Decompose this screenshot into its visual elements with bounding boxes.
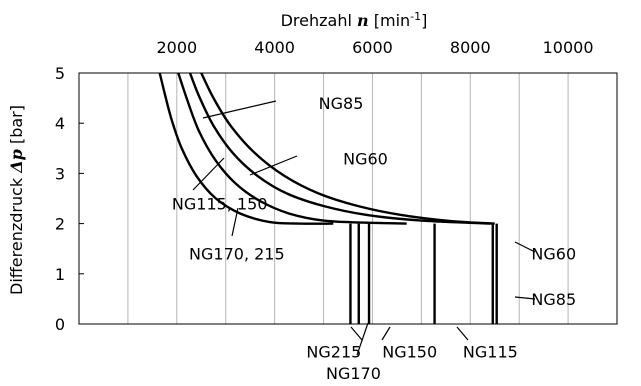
y-tick-label: 3 <box>55 164 65 183</box>
curve-4 <box>200 72 495 225</box>
leader-line <box>249 155 298 176</box>
annotation-label: NG215 <box>306 343 361 362</box>
x-tick-label: 4000 <box>254 38 295 57</box>
y-tick-label: 1 <box>55 265 65 284</box>
x-tick-label: 8000 <box>450 38 491 57</box>
annotation-label: NG170, 215 <box>189 245 285 264</box>
y-tick-label: 2 <box>55 215 65 234</box>
x-axis-title: Drehzahl n [min-1] <box>281 10 428 31</box>
y-tick-label: 4 <box>55 114 65 133</box>
x-tick-label: 10000 <box>543 38 594 57</box>
annotation-label: NG85 <box>531 290 576 309</box>
leader-line <box>514 241 536 253</box>
y-axis-title: Differenzdruck Δp [bar] <box>7 105 26 295</box>
grid <box>127 73 569 324</box>
annotation-label: NG150 <box>382 343 437 362</box>
cutoff-lines <box>349 223 498 324</box>
curve-1 <box>158 72 334 225</box>
leader-line <box>456 326 469 341</box>
annotation-label: NG115 <box>463 343 518 362</box>
annotation-label: NG60 <box>531 245 576 264</box>
annotations: NG85 NG60 NG115, 150 NG170, 215 NG60 NG85 NG21… <box>172 94 576 383</box>
leader-line <box>350 326 363 341</box>
y-tick-label: 0 <box>55 315 65 334</box>
leader-line <box>356 322 369 356</box>
annotation-label: NG85 <box>319 94 364 113</box>
leader-line <box>231 207 239 237</box>
leader-line <box>192 157 225 191</box>
curves <box>158 72 495 225</box>
x-tick-label: 6000 <box>352 38 393 57</box>
leader-line <box>514 296 536 300</box>
plot-frame <box>78 72 618 325</box>
curve-2 <box>177 72 407 225</box>
x-tick-label: 2000 <box>156 38 197 57</box>
curve-3 <box>188 72 490 225</box>
y-tick-labels: 0 1 2 3 4 5 <box>55 64 84 334</box>
annotation-label: NG60 <box>343 149 388 168</box>
x-tick-labels: 2000 4000 6000 8000 10000 <box>156 38 593 57</box>
annotation-leaders <box>192 100 536 356</box>
annotation-label: NG170 <box>326 364 381 383</box>
y-tick-label: 5 <box>55 64 65 83</box>
leader-line <box>202 100 277 119</box>
annotation-label: NG115, 150 <box>172 195 268 214</box>
leader-line <box>381 326 391 341</box>
